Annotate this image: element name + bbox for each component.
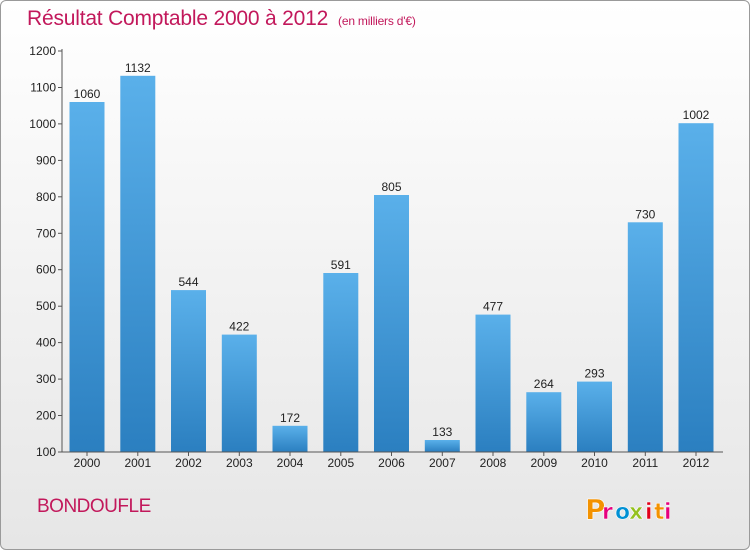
data-label-2009: 264 [534,377,554,391]
chart-title: Résultat Comptable 2000 à 2012 (en millie… [27,7,416,31]
bar-2010 [577,381,612,452]
y-tick-label-200: 200 [36,409,56,423]
data-label-2004: 172 [280,411,300,425]
x-tick-label-2007: 2007 [429,456,456,470]
y-tick-label-700: 700 [36,226,56,240]
y-tick-label-100: 100 [36,445,56,459]
data-label-2001: 1132 [125,61,151,75]
x-tick-label-2008: 2008 [480,456,507,470]
chart-subtitle: (en milliers d'€) [338,14,416,28]
logo-letter: t [654,500,665,525]
bar-2012 [678,123,714,452]
y-tick-label-600: 600 [36,263,56,277]
y-tick-label-400: 400 [36,336,56,350]
logo-letter: x [629,500,643,525]
logo-letter: P [585,493,606,526]
title-text: Résultat Comptable 2000 à 2012 [27,7,329,30]
proxiti-logo: Pr ox i t i [585,493,672,527]
bar-2008 [475,314,511,452]
logo-letter: o [615,500,630,525]
bar-2003 [221,334,257,452]
x-tick-label-2009: 2009 [530,456,557,470]
bar-2001 [120,75,156,453]
data-label-2007: 133 [432,425,452,439]
logo-letter: i [645,500,653,525]
y-tick-label-1100: 1100 [30,81,56,95]
data-label-2012: 1002 [683,108,710,122]
x-tick-label-2012: 2012 [683,456,710,470]
y-tick-label-1000: 1000 [29,117,56,131]
data-label-2002: 544 [178,275,198,289]
bar-2009 [526,392,562,452]
y-tick-label-300: 300 [36,372,56,386]
data-label-2010: 293 [584,367,604,381]
y-tick-label-500: 500 [36,299,56,313]
bar-2006 [374,195,409,452]
data-label-2011: 730 [635,207,655,221]
y-tick-label-800: 800 [36,190,56,204]
commune-name: BONDOUFLE [37,496,151,517]
x-tick-label-2011: 2011 [632,456,658,470]
logo-letter: r [602,500,613,525]
x-tick-label-2001: 2001 [124,456,151,470]
data-label-2000: 1060 [74,87,101,101]
bar-2007 [424,440,460,452]
data-label-2006: 805 [381,180,401,194]
data-label-2008: 477 [483,300,503,314]
bar-2002 [171,290,206,452]
x-tick-label-2000: 2000 [74,456,101,470]
bar-2000 [69,102,105,452]
bar-2011 [627,222,663,452]
data-label-2005: 591 [331,258,351,272]
y-tick-label-900: 900 [36,153,56,167]
y-tick-label-1200: 1200 [29,44,56,58]
bar-2005 [323,273,359,452]
x-tick-label-2010: 2010 [581,456,608,470]
x-tick-label-2006: 2006 [378,456,405,470]
data-label-2003: 422 [229,320,249,334]
bar-2004 [272,425,308,452]
x-tick-label-2005: 2005 [327,456,354,470]
x-tick-label-2003: 2003 [226,456,253,470]
x-tick-label-2002: 2002 [175,456,202,470]
x-tick-label-2004: 2004 [277,456,304,470]
logo-letter: i [664,500,672,525]
